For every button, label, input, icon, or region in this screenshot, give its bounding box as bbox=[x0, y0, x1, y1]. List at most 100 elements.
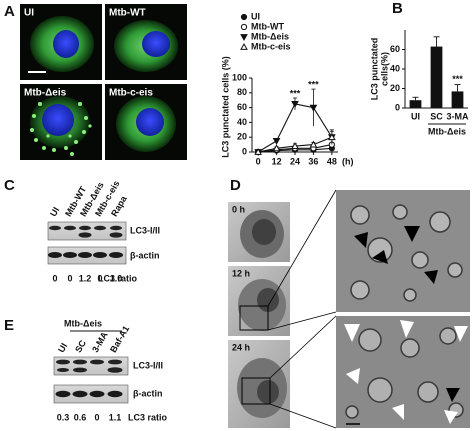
y-axis-label: cells(%) bbox=[379, 52, 389, 86]
lane-label: UI bbox=[48, 205, 61, 218]
panel-label: C bbox=[4, 177, 15, 194]
marker bbox=[309, 140, 318, 148]
band-label: β-actin bbox=[130, 250, 160, 260]
time-label: 0 h bbox=[232, 204, 245, 214]
x-tick-label: 12 bbox=[272, 156, 282, 166]
error-bar bbox=[412, 96, 419, 101]
ratio-value: 0 bbox=[97, 273, 102, 283]
y-tick-label: 20 bbox=[237, 132, 247, 142]
bands bbox=[56, 359, 123, 373]
marker bbox=[240, 34, 248, 42]
y-tick-label: 40 bbox=[390, 63, 400, 73]
image-label: Mtb-c-eis bbox=[109, 88, 153, 99]
marker bbox=[240, 42, 248, 50]
micrographs: UI Mtb-WT Mtb-Δeis Mtb-c-eis bbox=[20, 4, 187, 160]
vacuoles bbox=[350, 204, 463, 302]
y-tick-label: 40 bbox=[237, 117, 247, 127]
y-tick-label: 60 bbox=[237, 102, 247, 112]
puncta bbox=[30, 102, 92, 156]
zoom-line bbox=[269, 403, 337, 429]
blot-e: Mtb-Δeis LC3-I/II β-actin LC3 ratio bbox=[53, 318, 168, 422]
marker bbox=[254, 147, 262, 155]
y-axis-label: LC3 punctated cells (%) bbox=[220, 56, 230, 158]
band-label: β-actin bbox=[133, 388, 163, 398]
nucleus bbox=[142, 31, 170, 57]
image-label: Mtb-Δeis bbox=[24, 88, 67, 99]
ratio-value: 0 bbox=[94, 412, 99, 422]
lane-label: UI bbox=[56, 341, 69, 354]
x-tick-label: 3-MA bbox=[447, 111, 469, 121]
x-tick-label: 0 bbox=[256, 156, 261, 166]
bar bbox=[430, 46, 443, 108]
arrowheads bbox=[344, 320, 468, 424]
legend-label: Mtb-Δeis bbox=[251, 31, 289, 41]
image-label: UI bbox=[24, 8, 34, 19]
lane-label: SC bbox=[73, 338, 88, 354]
band-label: LC3-I/II bbox=[133, 360, 163, 370]
ratio-value: 0 bbox=[52, 273, 57, 283]
y-tick-label: 100 bbox=[232, 72, 247, 82]
zoom-box bbox=[241, 377, 271, 405]
y-tick-label: 60 bbox=[390, 44, 400, 54]
marker bbox=[291, 142, 299, 149]
legend-label: Mtb-WT bbox=[251, 21, 284, 31]
marker bbox=[272, 144, 281, 152]
marker bbox=[240, 13, 248, 21]
marker bbox=[309, 104, 318, 112]
bar bbox=[409, 100, 422, 108]
nucleus bbox=[257, 380, 279, 404]
zoom-line bbox=[267, 189, 337, 307]
nucleus bbox=[53, 30, 79, 58]
annotation: *** bbox=[452, 74, 463, 84]
time-label: 12 h bbox=[232, 268, 250, 278]
x-tick-label: 36 bbox=[308, 156, 318, 166]
annotation: *** bbox=[290, 88, 301, 98]
error-bar bbox=[433, 36, 440, 47]
time-label: 24 h bbox=[232, 342, 250, 352]
nucleus bbox=[42, 104, 74, 136]
bands bbox=[48, 252, 123, 258]
annotation: *** bbox=[308, 79, 319, 89]
arrowhead bbox=[446, 388, 460, 402]
panel-label: B bbox=[392, 0, 403, 17]
y-tick-label: 80 bbox=[237, 87, 247, 97]
legend-label: Mtb-c-eis bbox=[251, 41, 291, 51]
x-tick-label: UI bbox=[411, 111, 420, 121]
ratio-value: 0.3 bbox=[57, 412, 70, 422]
ratio-value: 0.6 bbox=[74, 412, 87, 422]
nucleus bbox=[136, 108, 164, 136]
error-bar bbox=[454, 84, 461, 92]
panel-label: D bbox=[230, 177, 241, 194]
y-axis-label: LC3 punctated bbox=[369, 38, 379, 101]
marker bbox=[272, 138, 281, 145]
ratio-label: LC3 ratio bbox=[98, 273, 138, 283]
x-tick-label: SC bbox=[430, 111, 443, 121]
bands bbox=[55, 390, 123, 398]
blot-c: LC3-I/II β-actin LC3 ratio bbox=[47, 221, 160, 283]
bands bbox=[49, 225, 123, 238]
zoom-line bbox=[269, 315, 337, 379]
image-label: Mtb-WT bbox=[109, 8, 146, 19]
ratio-value: 0 bbox=[67, 273, 72, 283]
bar bbox=[451, 91, 464, 108]
group-label: Mtb-Δeis bbox=[64, 318, 102, 328]
arrowheads bbox=[354, 226, 438, 284]
y-tick-label: 20 bbox=[390, 83, 400, 93]
vacuoles bbox=[345, 327, 464, 419]
lane-label: 3-MA bbox=[90, 330, 110, 354]
em-images: 0 h 12 h 24 h bbox=[228, 189, 470, 429]
y-tick-label: 0 bbox=[395, 102, 400, 112]
lane-label: Baf-A1 bbox=[108, 324, 131, 354]
marker bbox=[328, 133, 336, 141]
marker bbox=[291, 101, 299, 108]
marker bbox=[240, 23, 248, 31]
x-unit: (h) bbox=[342, 156, 354, 166]
zoom-line bbox=[267, 311, 337, 331]
ratio-value: 1.2 bbox=[79, 273, 92, 283]
panel-label: E bbox=[4, 317, 14, 334]
ratio-value: 1.0 bbox=[110, 273, 123, 283]
band-label: LC3-I/II bbox=[130, 225, 160, 235]
ratio-label: LC3 ratio bbox=[128, 412, 168, 422]
zoom-box bbox=[239, 305, 269, 331]
